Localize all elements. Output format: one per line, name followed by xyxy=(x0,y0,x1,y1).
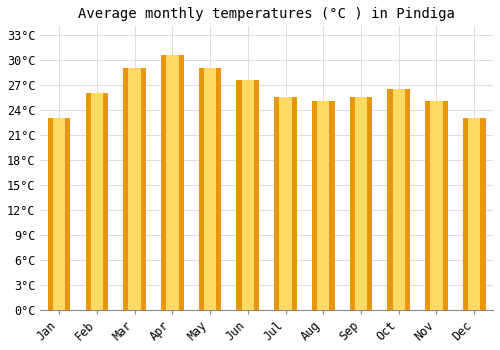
Bar xyxy=(106,93,108,310)
Bar xyxy=(199,68,202,310)
Bar xyxy=(166,55,178,310)
Bar xyxy=(392,89,405,310)
Bar xyxy=(53,118,66,310)
Bar xyxy=(332,101,334,310)
Bar xyxy=(128,68,141,310)
Bar xyxy=(124,68,126,310)
Bar xyxy=(256,80,259,310)
Bar xyxy=(218,68,222,310)
Bar xyxy=(236,80,259,310)
Bar xyxy=(468,118,480,310)
Title: Average monthly temperatures (°C ) in Pindiga: Average monthly temperatures (°C ) in Pi… xyxy=(78,7,455,21)
Bar xyxy=(463,118,466,310)
Bar xyxy=(294,97,297,310)
Bar xyxy=(483,118,486,310)
Bar xyxy=(350,97,372,310)
Bar xyxy=(199,68,222,310)
Bar xyxy=(388,89,410,310)
Bar xyxy=(204,68,216,310)
Bar xyxy=(86,93,108,310)
Bar xyxy=(48,118,50,310)
Bar xyxy=(370,97,372,310)
Bar xyxy=(312,101,334,310)
Bar xyxy=(388,89,390,310)
Bar xyxy=(161,55,184,310)
Bar xyxy=(408,89,410,310)
Bar xyxy=(48,118,70,310)
Bar xyxy=(463,118,485,310)
Bar xyxy=(242,80,254,310)
Bar xyxy=(143,68,146,310)
Bar xyxy=(90,93,103,310)
Bar xyxy=(68,118,70,310)
Bar xyxy=(181,55,184,310)
Bar xyxy=(317,101,330,310)
Bar xyxy=(161,55,164,310)
Bar xyxy=(236,80,239,310)
Bar xyxy=(425,101,428,310)
Bar xyxy=(445,101,448,310)
Bar xyxy=(274,97,297,310)
Bar xyxy=(274,97,277,310)
Bar xyxy=(355,97,367,310)
Bar xyxy=(425,101,448,310)
Bar xyxy=(312,101,314,310)
Bar xyxy=(430,101,442,310)
Bar xyxy=(350,97,352,310)
Bar xyxy=(86,93,88,310)
Bar xyxy=(124,68,146,310)
Bar xyxy=(280,97,292,310)
